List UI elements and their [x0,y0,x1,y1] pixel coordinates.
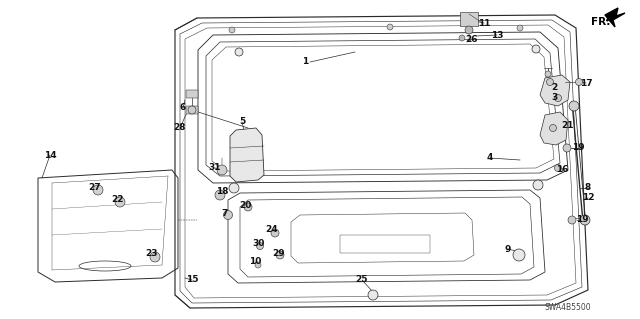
Circle shape [255,262,261,268]
Circle shape [368,290,378,300]
Text: 24: 24 [266,226,278,234]
Text: 31: 31 [209,164,221,173]
Circle shape [244,203,252,211]
Text: 1: 1 [302,57,308,66]
Circle shape [547,78,554,85]
Text: 25: 25 [356,276,368,285]
Text: 2: 2 [551,83,557,92]
Circle shape [229,27,235,33]
Circle shape [150,252,160,262]
Text: 16: 16 [556,166,568,174]
Text: SWA4B5500: SWA4B5500 [545,303,591,313]
Circle shape [257,242,264,249]
Circle shape [545,71,551,77]
Circle shape [569,101,579,111]
Text: 23: 23 [146,249,158,257]
Text: 30: 30 [253,239,265,248]
Text: 7: 7 [222,209,228,218]
Text: 4: 4 [487,153,493,162]
Polygon shape [605,8,625,27]
Text: 17: 17 [580,78,592,87]
Text: 20: 20 [239,201,251,210]
Bar [186,106,198,114]
Circle shape [215,190,225,200]
Text: 22: 22 [112,196,124,204]
Text: 26: 26 [465,35,477,44]
Circle shape [517,25,523,31]
Text: 10: 10 [249,257,261,266]
Text: 9: 9 [505,244,511,254]
Circle shape [93,185,103,195]
Text: 13: 13 [491,31,503,40]
Text: 8: 8 [585,183,591,192]
Circle shape [235,48,243,56]
Text: 29: 29 [273,249,285,257]
Text: 15: 15 [186,276,198,285]
Text: 3: 3 [551,93,557,101]
Text: 21: 21 [561,121,573,130]
Bar [340,235,430,253]
Circle shape [271,229,279,237]
Bar [186,90,198,98]
Circle shape [532,45,540,53]
Polygon shape [230,128,264,182]
Text: 12: 12 [582,194,595,203]
Circle shape [217,165,227,175]
Circle shape [115,197,125,207]
Circle shape [513,249,525,261]
Circle shape [465,26,473,34]
Circle shape [229,183,239,193]
Text: FR.: FR. [591,17,611,27]
Text: 19: 19 [576,216,588,225]
Text: 11: 11 [477,19,490,27]
Circle shape [568,216,576,224]
Text: 19: 19 [572,144,584,152]
Circle shape [276,251,284,259]
Circle shape [533,180,543,190]
Polygon shape [540,112,568,145]
Circle shape [223,211,232,219]
Circle shape [554,94,561,101]
Circle shape [459,35,465,41]
Circle shape [575,78,582,85]
Text: 18: 18 [216,188,228,197]
Circle shape [188,106,196,114]
Circle shape [550,124,557,131]
Text: 6: 6 [180,103,186,113]
Text: 27: 27 [89,183,101,192]
Circle shape [554,165,561,172]
Bar [460,12,478,26]
Text: 5: 5 [239,117,245,127]
Circle shape [580,215,590,225]
Text: 14: 14 [44,151,56,160]
Circle shape [387,24,393,30]
Polygon shape [540,75,570,106]
Text: 28: 28 [173,123,186,132]
Circle shape [563,144,571,152]
